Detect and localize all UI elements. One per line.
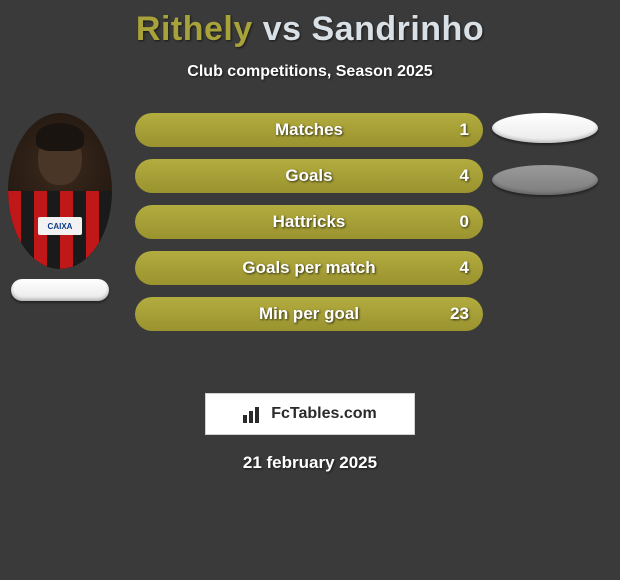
subtitle: Club competitions, Season 2025: [0, 63, 620, 81]
player-right-column: [492, 113, 604, 217]
content-area: CAIXA Matches 1 Goals 4 Hattricks 0: [0, 113, 620, 373]
fctables-icon: [243, 405, 265, 423]
bar-label: Goals: [135, 159, 483, 193]
source-logo: FcTables.com: [205, 393, 415, 435]
bar-row-hattricks: Hattricks 0: [135, 205, 483, 239]
player1-name-pill: [11, 279, 109, 301]
player2-name: Sandrinho: [311, 10, 484, 48]
jersey-sponsor: CAIXA: [38, 217, 82, 235]
bar-row-goals: Goals 4: [135, 159, 483, 193]
bar-value: 1: [460, 113, 469, 147]
logo-text: FcTables.com: [271, 405, 377, 423]
stat-bars: Matches 1 Goals 4 Hattricks 0 Goals per …: [135, 113, 483, 343]
bar-value: 0: [460, 205, 469, 239]
player2-ellipse-2: [492, 165, 598, 195]
bar-value: 23: [450, 297, 469, 331]
bar-row-matches: Matches 1: [135, 113, 483, 147]
bar-row-min-per-goal: Min per goal 23: [135, 297, 483, 331]
player2-ellipse-1: [492, 113, 598, 143]
player1-avatar: CAIXA: [8, 113, 112, 269]
bar-value: 4: [460, 251, 469, 285]
snapshot-date: 21 february 2025: [0, 453, 620, 473]
bar-label: Hattricks: [135, 205, 483, 239]
bar-value: 4: [460, 159, 469, 193]
player-left-column: CAIXA: [8, 113, 112, 301]
bar-label: Min per goal: [135, 297, 483, 331]
bar-label: Goals per match: [135, 251, 483, 285]
player1-name: Rithely: [136, 10, 253, 48]
bar-row-goals-per-match: Goals per match 4: [135, 251, 483, 285]
comparison-title: Rithely vs Sandrinho: [0, 0, 620, 49]
vs-separator: vs: [263, 10, 302, 48]
bar-label: Matches: [135, 113, 483, 147]
